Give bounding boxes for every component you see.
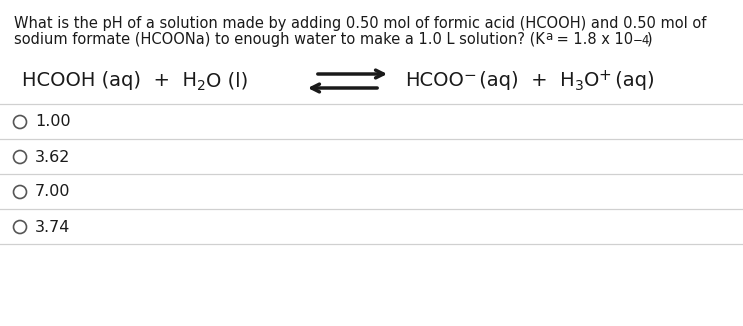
Text: (aq): (aq) — [609, 71, 655, 91]
Text: 3.74: 3.74 — [35, 219, 71, 234]
Text: (aq)  +  H: (aq) + H — [473, 71, 574, 91]
Text: = 1.8 x 10: = 1.8 x 10 — [552, 32, 633, 47]
Text: −4: −4 — [633, 34, 650, 47]
Text: HCOO: HCOO — [405, 71, 464, 91]
Text: O (l): O (l) — [206, 71, 248, 91]
Text: O: O — [583, 71, 599, 91]
Text: 2: 2 — [197, 79, 206, 93]
Text: 1.00: 1.00 — [35, 114, 71, 129]
Text: 3: 3 — [574, 79, 583, 93]
Text: What is the pH of a solution made by adding 0.50 mol of formic acid (HCOOH) and : What is the pH of a solution made by add… — [14, 16, 707, 31]
Text: 7.00: 7.00 — [35, 185, 71, 200]
Text: ): ) — [647, 32, 652, 47]
Text: +: + — [599, 67, 611, 82]
Text: 3.62: 3.62 — [35, 150, 71, 165]
Text: a: a — [545, 31, 552, 43]
Text: sodium formate (HCOONa) to enough water to make a 1.0 L solution? (K: sodium formate (HCOONa) to enough water … — [14, 32, 545, 47]
Text: HCOOH (aq)  +  H: HCOOH (aq) + H — [22, 71, 197, 91]
Text: −: − — [464, 67, 476, 82]
